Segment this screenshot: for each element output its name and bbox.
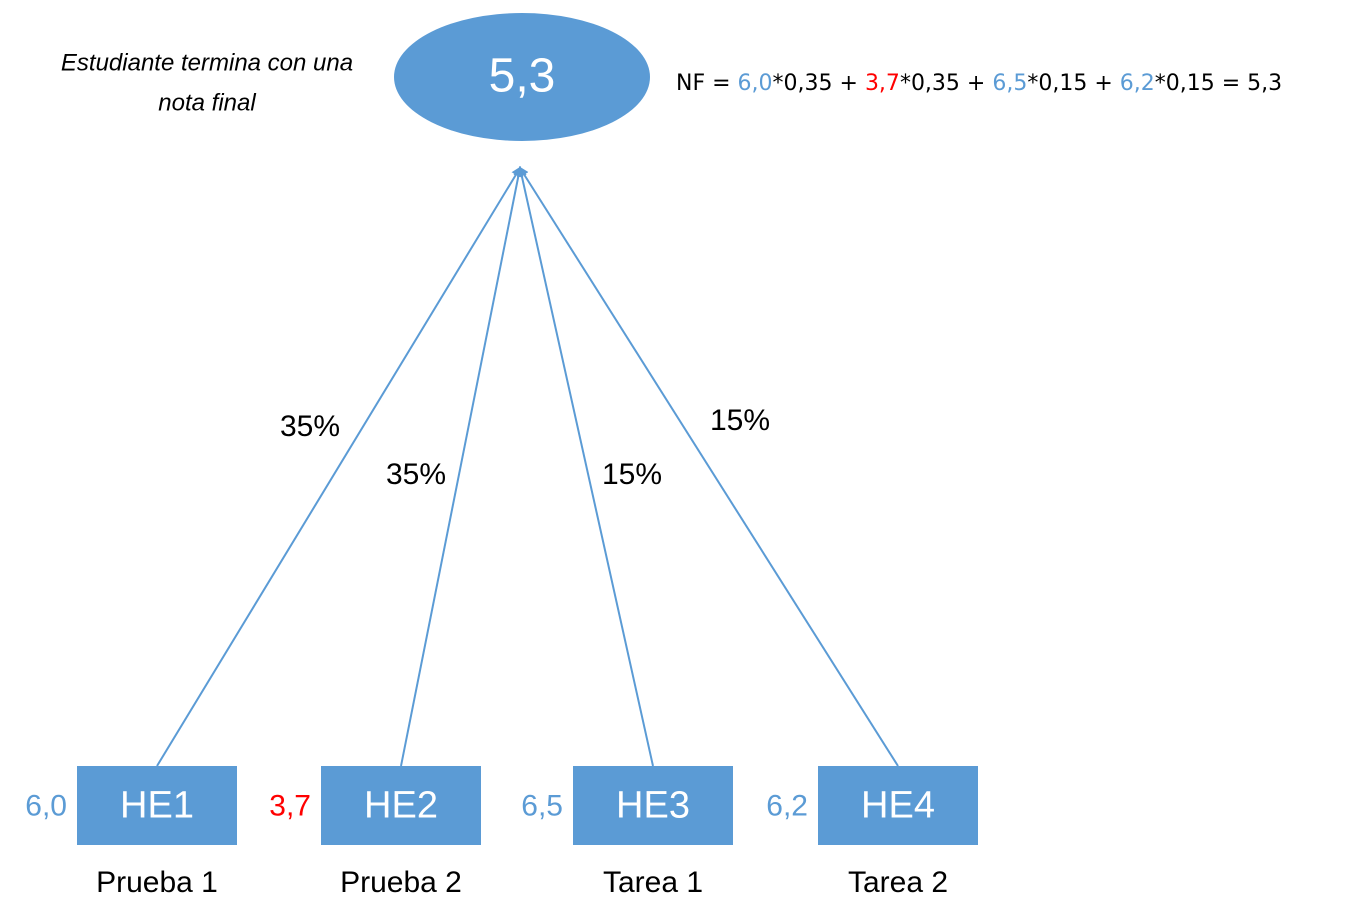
result-node bbox=[394, 13, 650, 141]
grade: 6,2 bbox=[766, 789, 808, 822]
formula: NF = 6,0*0,35 + 3,7*0,35 + 6,5*0,15 + 6,… bbox=[676, 71, 1282, 96]
item-name: Tarea 2 bbox=[848, 866, 948, 899]
grade: 3,7 bbox=[269, 789, 311, 822]
grade: 6,0 bbox=[25, 789, 67, 822]
edge bbox=[516, 166, 654, 767]
box-label: HE3 bbox=[616, 785, 690, 827]
grade-box bbox=[573, 766, 733, 845]
box-label: HE1 bbox=[120, 785, 194, 827]
item-name: Tarea 1 bbox=[603, 866, 703, 899]
edge bbox=[400, 166, 524, 767]
caption-line: Estudiante termina con una bbox=[61, 49, 353, 76]
grade: 6,5 bbox=[521, 789, 563, 822]
formula-part: *0,35 + bbox=[773, 71, 865, 96]
grade-box bbox=[321, 766, 481, 845]
caption-line: nota final bbox=[158, 89, 256, 116]
grade-box bbox=[77, 766, 237, 845]
item-name: Prueba 2 bbox=[340, 866, 462, 899]
formula-part: NF = bbox=[676, 71, 738, 96]
edge bbox=[518, 166, 899, 767]
formula-part: *0,15 + bbox=[1027, 71, 1119, 96]
edge bbox=[156, 166, 522, 767]
formula-part: 6,2 bbox=[1120, 71, 1155, 96]
nodes: HE1 6,0 Prueba 1 HE2 3,7 Prueba 2 HE3 6,5 Tarea … bbox=[25, 766, 978, 899]
formula-part: 6,5 bbox=[992, 71, 1027, 96]
edge-weight: 15% bbox=[710, 404, 770, 437]
edge-weight: 35% bbox=[280, 410, 340, 443]
box-label: HE2 bbox=[364, 785, 438, 827]
formula-part: *0,35 + bbox=[900, 71, 992, 96]
formula-part: 6,0 bbox=[738, 71, 773, 96]
box-label: HE4 bbox=[861, 785, 935, 827]
formula-part: 3,7 bbox=[865, 71, 900, 96]
edge-weight: 35% bbox=[386, 458, 446, 491]
grade-box bbox=[818, 766, 978, 845]
formula-part: *0,15 = 5,3 bbox=[1155, 71, 1282, 96]
edges: 35% 35% 15% 15% bbox=[156, 166, 899, 767]
result-label: 5,3 bbox=[489, 50, 556, 103]
item-name: Prueba 1 bbox=[96, 866, 218, 899]
edge-weight: 15% bbox=[602, 458, 662, 491]
